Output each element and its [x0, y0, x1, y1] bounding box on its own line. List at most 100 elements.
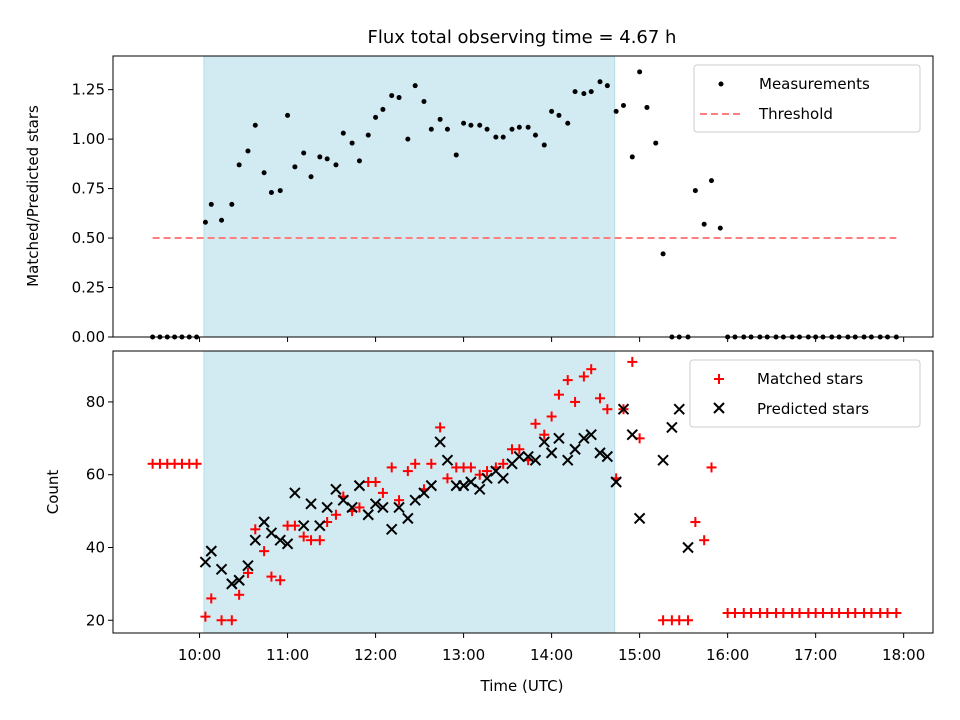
measurement-point — [604, 83, 610, 89]
measurement-point — [252, 122, 258, 128]
predicted-stars-point — [617, 403, 630, 415]
bottom-legend: Matched stars Predicted stars — [689, 359, 921, 428]
matched-stars-point — [266, 571, 277, 582]
top-plot-marks — [150, 69, 899, 340]
matched-stars-point — [562, 375, 573, 386]
measurement-point — [333, 162, 339, 168]
measurement-point — [437, 116, 443, 122]
matched-stars-point — [850, 607, 861, 618]
measurement-point — [717, 225, 723, 231]
predicted-stars-point — [673, 403, 685, 415]
top-shaded-interval — [203, 55, 616, 338]
predicted-stars-point — [562, 454, 574, 466]
predicted-stars-point — [205, 545, 217, 557]
predicted-stars-point — [258, 516, 270, 528]
measurement-point — [268, 190, 274, 196]
matched-stars-point — [658, 615, 669, 626]
predicted-stars-point — [633, 512, 646, 525]
matched-stars-point — [570, 396, 581, 407]
top-plot-frame — [112, 55, 934, 338]
predicted-stars-point — [386, 523, 398, 536]
top-legend-box — [693, 64, 921, 133]
measurement-point — [277, 188, 283, 194]
measurement-point — [229, 201, 235, 207]
matched-stars-point — [377, 487, 388, 498]
predicted-stars-point — [402, 512, 414, 525]
top-legend: Measurements Threshold — [693, 64, 921, 133]
matched-stars-point — [699, 535, 710, 546]
measurement-point — [405, 136, 411, 142]
predicted-stars-point — [529, 454, 542, 466]
matched-stars-point — [465, 462, 476, 473]
observing-interval-shade — [203, 350, 616, 634]
predicted-stars-point — [314, 519, 326, 532]
measurement-point — [541, 142, 547, 148]
predicted-stars-point — [441, 454, 454, 466]
bottom-y-axis-ticks: 20 40 60 80 — [86, 393, 113, 629]
measurement-point — [324, 156, 330, 162]
matched-stars-point — [226, 615, 237, 626]
matched-stars-point — [234, 589, 245, 600]
measurement-point — [581, 91, 587, 97]
x-tick-label: 14:00 — [530, 646, 573, 664]
measurement-point — [421, 99, 427, 105]
x-tick-label: 17:00 — [794, 646, 837, 664]
top-y-axis-label: Matched/Predicted stars — [24, 105, 42, 287]
matched-stars-point — [402, 466, 413, 477]
legend-threshold-label: Threshold — [758, 105, 833, 123]
top-panel: Flux total observing time = 4.67 h 0.000… — [24, 27, 934, 346]
predicted-stars-point — [353, 479, 366, 492]
predicted-stars-point — [474, 483, 486, 495]
matched-stars-point — [834, 607, 845, 618]
matched-stars-point — [674, 615, 685, 626]
measurement-point — [708, 178, 714, 184]
measurement-point — [701, 221, 707, 227]
predicted-stars-point — [497, 472, 509, 485]
y-tick-label: 20 — [86, 611, 105, 629]
measurement-point — [484, 126, 490, 132]
measurement-point — [373, 114, 379, 120]
measurement-point — [660, 251, 666, 257]
measurement-point — [444, 126, 450, 132]
matched-stars-point — [762, 607, 773, 618]
predicted-stars-point — [425, 479, 438, 492]
predicted-stars-point — [265, 527, 278, 539]
x-axis-label: Time (UTC) — [480, 677, 564, 695]
measurement-point — [493, 134, 499, 140]
matched-stars-point — [216, 615, 227, 626]
measurement-point — [525, 124, 531, 130]
measurement-point — [500, 134, 506, 140]
matched-stars-point — [410, 458, 421, 469]
predicted-stars-point — [626, 428, 638, 441]
matched-stars-point — [386, 462, 397, 473]
matched-stars-point — [866, 607, 877, 618]
bottom-plot-marks — [147, 356, 902, 626]
y-tick-label: 0.50 — [72, 229, 105, 247]
bottom-plot-frame — [112, 350, 934, 634]
matched-stars-point — [442, 473, 453, 484]
matched-stars-point — [514, 444, 525, 455]
predicted-stars-point — [481, 472, 493, 485]
predicted-stars-point — [545, 447, 558, 459]
matched-stars-point — [200, 611, 211, 622]
predicted-stars-point — [601, 450, 614, 463]
chart-title: Flux total observing time = 4.67 h — [368, 27, 677, 48]
matched-stars-point — [627, 356, 638, 367]
matched-stars-point — [602, 404, 613, 415]
measurement-point — [202, 219, 208, 225]
y-tick-label: 60 — [86, 466, 105, 484]
matched-stars-point — [482, 466, 493, 477]
predicted-stars-point — [538, 436, 550, 448]
measurement-point — [629, 154, 635, 160]
x-tick-label: 18:00 — [882, 646, 925, 664]
matched-stars-point — [539, 429, 550, 440]
matched-stars-point — [595, 393, 606, 404]
measurement-point — [613, 108, 619, 114]
matched-stars-point — [729, 607, 740, 618]
predicted-stars-point — [199, 556, 212, 568]
matched-stars-point — [578, 371, 589, 382]
matched-stars-point — [586, 364, 597, 375]
measurement-point — [389, 93, 395, 99]
predicted-stars-point — [569, 443, 581, 455]
legend-matched-label: Matched stars — [757, 370, 863, 388]
